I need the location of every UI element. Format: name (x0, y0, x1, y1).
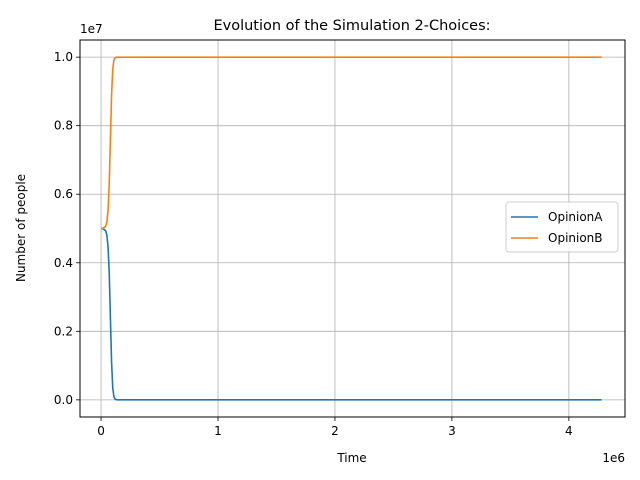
y-axis-label: Number of people (14, 174, 28, 282)
x-axis-label: Time (336, 451, 366, 465)
legend-label-opiniona: OpinionA (548, 210, 603, 224)
x-tick-label: 3 (448, 424, 456, 438)
y-tick-label: 0.6 (54, 187, 73, 201)
x-tick-label: 0 (97, 424, 105, 438)
y-axis-offset-label: 1e7 (80, 22, 103, 36)
legend: OpinionA OpinionB (505, 201, 619, 253)
series-line-opiniona (100, 227, 602, 401)
x-axis-offset-label: 1e6 (602, 451, 625, 465)
x-tick-label: 4 (565, 424, 573, 438)
y-tick-label: 0.4 (54, 256, 73, 270)
y-tick-label: 0.0 (54, 393, 73, 407)
y-tick-label: 0.8 (54, 119, 73, 133)
y-tick-label: 1.0 (54, 50, 73, 64)
plot-area-frame (79, 39, 626, 418)
x-axis-ticks: 0 1 2 3 4 (97, 417, 573, 438)
y-axis-ticks: 0.0 0.2 0.4 0.6 0.8 1.0 (54, 50, 80, 407)
legend-box (505, 201, 619, 253)
chart-title: Evolution of the Simulation 2-Choices: (213, 18, 490, 34)
x-tick-label: 2 (331, 424, 339, 438)
y-tick-label: 0.2 (54, 324, 73, 338)
x-tick-label: 1 (214, 424, 222, 438)
series-line-opinionb (100, 56, 602, 230)
series-lines (100, 56, 602, 401)
legend-label-opinionb: OpinionB (548, 231, 603, 245)
